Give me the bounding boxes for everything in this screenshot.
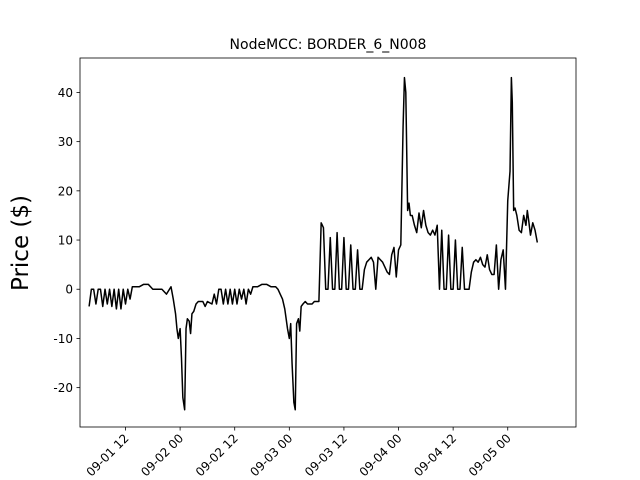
y-tick-label: 0 xyxy=(65,283,73,297)
y-axis-label: Price ($) xyxy=(8,195,34,291)
series-line-0 xyxy=(88,76,539,411)
y-tick-label: 40 xyxy=(58,86,73,100)
y-tick-label: 30 xyxy=(58,135,73,149)
chart-title: NodeMCC: BORDER_6_N008 xyxy=(230,37,427,53)
y-tick-label: 20 xyxy=(58,184,73,198)
y-tick-label: 10 xyxy=(58,234,73,248)
y-tick-label: -20 xyxy=(53,381,73,395)
y-tick-label: -10 xyxy=(53,332,73,346)
axes-frame xyxy=(79,57,577,428)
